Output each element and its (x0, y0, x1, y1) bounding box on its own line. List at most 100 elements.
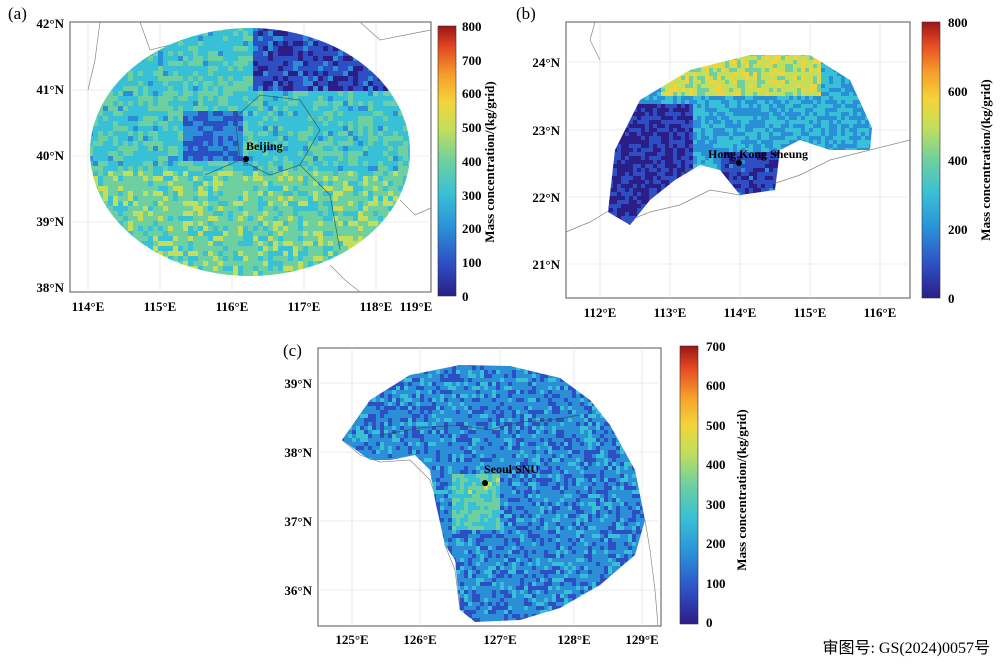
grid-cell (348, 116, 354, 122)
grid-cell (713, 144, 718, 149)
grid-cell (213, 36, 219, 42)
grid-cell (805, 128, 810, 133)
grid-cell (188, 101, 194, 107)
grid-cell (183, 211, 189, 217)
grid-cell (323, 256, 329, 262)
grid-cell (248, 186, 254, 192)
grid-cell (228, 28, 234, 32)
grid-cell (403, 121, 409, 127)
grid-cell (183, 261, 189, 267)
grid-cell (785, 64, 790, 69)
grid-cell (278, 31, 284, 37)
grid-cell (163, 166, 169, 172)
grid-cell (243, 146, 249, 152)
grid-cell (793, 116, 798, 121)
grid-cell (368, 171, 374, 177)
grid-cell (303, 176, 309, 182)
grid-cell (308, 151, 314, 157)
grid-cell (653, 120, 658, 125)
grid-cell (138, 126, 144, 132)
grid-cell (733, 80, 738, 85)
grid-cell (725, 100, 730, 105)
grid-cell (865, 124, 870, 129)
grid-cell (208, 91, 214, 97)
grid-cell (777, 92, 782, 97)
grid-cell (128, 146, 134, 152)
grid-cell (138, 76, 144, 82)
grid-cell (278, 101, 284, 107)
grid-cell (103, 191, 109, 197)
grid-cell (717, 112, 722, 117)
grid-cell (223, 266, 229, 272)
grid-cell (188, 56, 194, 62)
grid-cell (168, 66, 174, 72)
grid-cell (118, 181, 124, 187)
grid-cell (288, 186, 294, 192)
grid-cell (183, 171, 189, 177)
grid-cell (313, 186, 319, 192)
grid-cell (128, 226, 134, 232)
grid-cell (328, 251, 334, 257)
grid-cell (208, 206, 214, 212)
grid-cell (193, 151, 199, 157)
grid-cell (383, 136, 389, 142)
grid-cell (153, 71, 159, 77)
grid-cell (193, 121, 199, 127)
grid-cell (188, 136, 194, 142)
grid-cell (761, 72, 766, 77)
grid-cell (693, 72, 698, 77)
grid-cell (617, 144, 622, 149)
grid-cell (263, 156, 269, 162)
grid-cell (258, 196, 264, 202)
grid-cell (761, 128, 766, 133)
grid-cell (308, 181, 314, 187)
grid-cell (223, 126, 229, 132)
grid-cell (773, 60, 778, 65)
grid-cell (113, 106, 119, 112)
grid-cell (223, 191, 229, 197)
grid-cell (649, 132, 654, 137)
grid-cell (298, 151, 304, 157)
grid-cell (853, 136, 858, 141)
grid-cell (705, 108, 710, 113)
grid-cell (809, 128, 814, 133)
grid-cell (343, 151, 349, 157)
grid-cell (183, 156, 189, 162)
grid-cell (193, 206, 199, 212)
grid-cell (777, 108, 782, 113)
grid-cell (697, 72, 702, 77)
grid-cell (348, 106, 354, 112)
grid-cell (248, 86, 254, 92)
grid-cell (93, 156, 99, 162)
grid-cell (283, 151, 289, 157)
grid-cell (777, 68, 782, 73)
grid-cell (118, 191, 124, 197)
grid-cell (845, 92, 850, 97)
grid-cell (633, 144, 638, 149)
grid-cell (168, 81, 174, 87)
grid-cell (113, 146, 119, 152)
grid-cell (103, 171, 109, 177)
grid-cell (113, 186, 119, 192)
grid-cell (118, 111, 124, 117)
grid-cell (338, 211, 344, 217)
grid-cell (777, 132, 782, 137)
grid-cell (328, 116, 334, 122)
grid-cell (373, 221, 379, 227)
grid-cell (173, 181, 179, 187)
grid-cell (253, 176, 259, 182)
grid-cell (785, 80, 790, 85)
grid-cell (709, 76, 714, 81)
grid-cell (681, 116, 686, 121)
grid-cell (243, 186, 249, 192)
grid-cell (253, 241, 259, 247)
grid-cell (138, 161, 144, 167)
grid-cell (378, 201, 384, 207)
grid-cell (173, 86, 179, 92)
grid-cell (653, 112, 658, 117)
grid-cell (343, 236, 349, 242)
grid-cell (208, 181, 214, 187)
grid-cell (208, 76, 214, 82)
grid-cell (248, 241, 254, 247)
grid-cell (178, 41, 184, 47)
